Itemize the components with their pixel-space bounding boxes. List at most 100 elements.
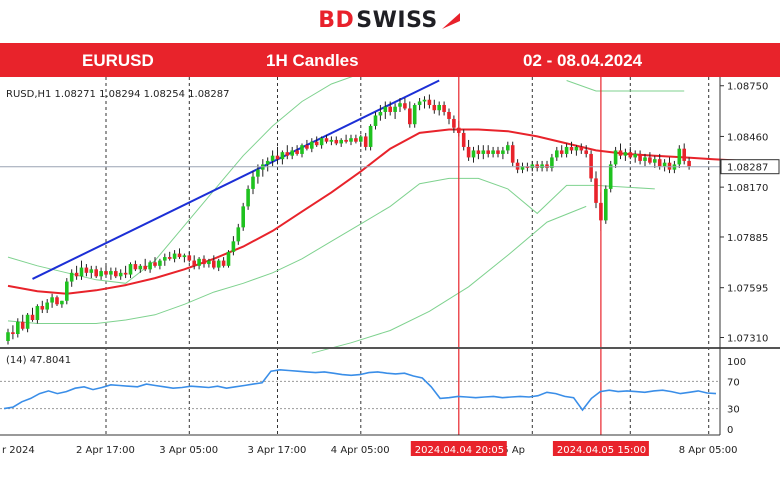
candle [363,132,368,151]
candle-body [515,162,520,170]
banner-period: 02 - 08.04.2024 [523,51,643,70]
banner-timeframe: 1H Candles [266,51,359,70]
y-tick-label: 1.07310 [727,334,768,345]
candle [555,146,559,161]
chart-header: RUSD,H1 1.08271 1.08294 1.08254 1.08287 [6,89,230,100]
candle-body [16,321,20,335]
candle [461,129,466,151]
candle [99,267,103,280]
candle [300,143,304,158]
candle [393,103,397,119]
candle [608,160,613,193]
candle [246,185,250,210]
candle [623,148,628,161]
candle [344,134,348,144]
candle [256,164,260,184]
candle-body [285,152,290,156]
candle-body [60,300,64,305]
candle [471,146,476,163]
bdswiss-logo: BD SWISS [318,8,462,33]
candle [11,325,15,340]
candle-body [153,262,157,266]
candle [202,255,206,268]
candle [197,257,201,270]
candle-body [187,255,192,261]
candle-body [74,272,79,277]
candle [314,136,319,147]
candle [506,141,510,154]
candle [118,269,123,280]
brand-header: BD SWISS [0,0,780,40]
trendline [32,79,440,280]
rsi-tick-label: 70 [727,377,740,388]
candle-body [197,258,201,266]
candle [216,258,221,272]
candle [373,111,378,130]
x-tick-label: 5 Ap [502,445,525,456]
price-panel-bg [0,77,720,348]
candle [667,157,672,174]
candle [79,260,84,280]
candle [427,94,432,109]
candle-body [20,321,25,329]
candle-body [236,227,241,242]
candle [40,300,45,314]
candle [275,146,280,165]
candle [442,101,446,116]
candle-body [442,104,446,112]
candle [104,265,108,277]
candle-body [167,257,172,259]
candle [354,134,358,144]
candle-body [128,264,133,275]
candle [226,250,231,268]
candle [368,124,373,151]
candle [545,160,549,172]
candle-body [94,269,98,277]
candle [643,153,647,167]
candle [20,314,25,331]
candle-body [667,162,672,170]
candle-body [138,265,143,270]
candle-body [559,150,564,154]
candle [339,138,343,147]
logo-swiss: SWISS [356,7,438,33]
event-marker-label: 2024.04.04 20:05 [415,445,504,456]
candle [182,253,187,263]
candle-body [319,138,324,146]
candle [662,159,667,172]
candle-body [417,101,422,105]
candle [241,202,245,231]
candle [378,104,383,121]
candle-body [329,139,334,142]
candle [604,185,608,224]
candle-body [359,136,363,142]
candle [138,264,143,273]
candle [148,260,152,273]
candle [74,265,79,280]
candle-body [618,150,623,156]
candle [192,255,196,270]
candle-body [300,145,304,154]
candle-body [334,139,339,144]
rsi-header: (14) 47.8041 [6,355,71,366]
candle-body [314,141,319,146]
candle-body [246,188,250,207]
candle-body [123,272,128,275]
candle-body [280,152,285,160]
candle [133,260,138,272]
candle [594,171,598,209]
candle [30,307,35,322]
banner-symbol: EURUSD [82,51,154,70]
candle [319,136,324,149]
rsi-tick-label: 0 [727,425,733,436]
candle-body [65,281,69,301]
candle [574,145,579,156]
candle-body [89,269,94,273]
candle-body [143,265,147,270]
title-banner: EURUSD 1H Candles 02 - 08.04.2024 [0,43,780,77]
candle [153,257,157,268]
candle [491,146,495,158]
candle [447,108,451,125]
candle-body [69,272,74,282]
candle-body [623,152,628,156]
